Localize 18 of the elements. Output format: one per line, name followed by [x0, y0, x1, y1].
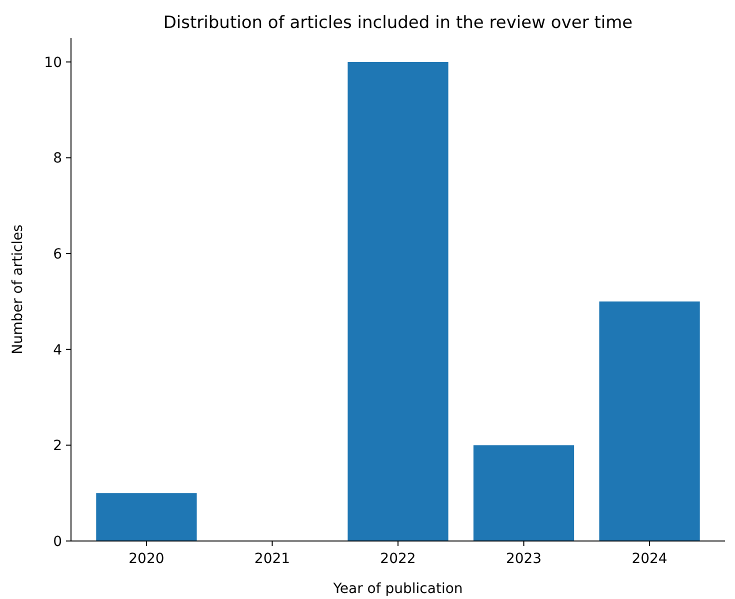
bar	[96, 493, 197, 541]
x-axis-title: Year of publication	[332, 581, 463, 597]
chart-title: Distribution of articles included in the review over time	[163, 13, 633, 33]
x-tick-label: 2022	[380, 551, 416, 567]
y-tick-label: 0	[53, 534, 62, 550]
bar	[599, 301, 700, 541]
x-tick-label: 2020	[128, 551, 164, 567]
y-tick-label: 8	[53, 150, 62, 167]
x-tick-label: 2023	[506, 551, 542, 567]
x-tick-label: 2024	[632, 551, 668, 567]
y-tick-label: 10	[44, 54, 62, 71]
y-tick-label: 6	[53, 246, 62, 262]
x-tick-label: 2021	[254, 551, 290, 567]
bar	[348, 62, 448, 541]
bar	[473, 445, 574, 541]
y-tick-label: 2	[53, 438, 62, 454]
y-axis-title: Number of articles	[10, 224, 26, 354]
y-tick-label: 4	[53, 342, 62, 358]
